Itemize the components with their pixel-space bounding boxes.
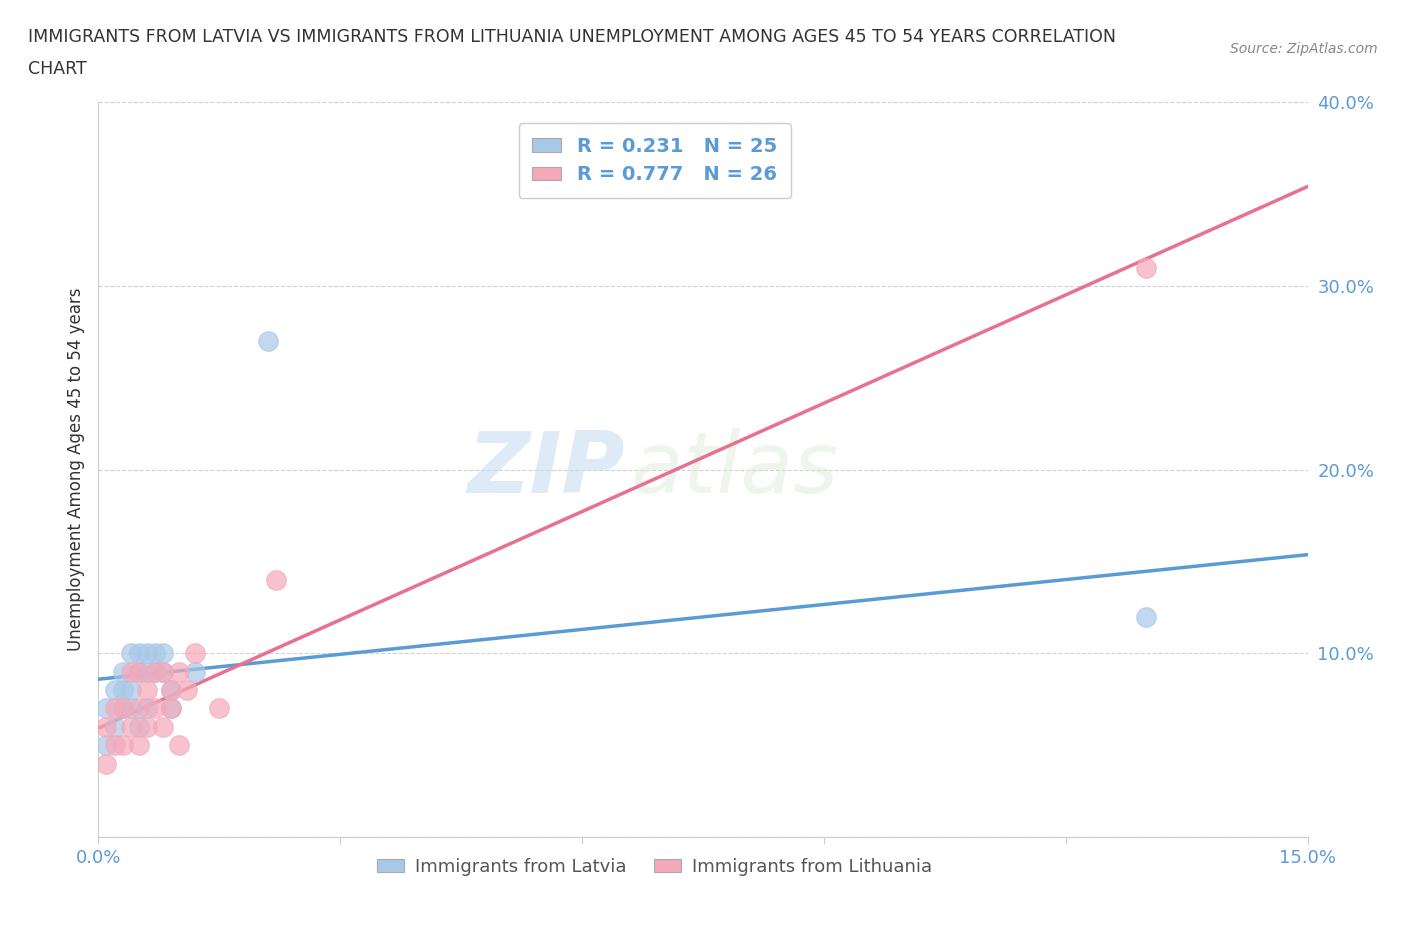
Text: atlas: atlas — [630, 428, 838, 512]
Point — [128, 664, 150, 679]
Point — [135, 645, 157, 660]
Point — [96, 720, 118, 735]
Point — [143, 701, 166, 716]
Point — [120, 645, 142, 660]
Text: ZIP: ZIP — [467, 428, 624, 512]
Point — [167, 664, 190, 679]
Point — [111, 701, 134, 716]
Point — [96, 756, 118, 771]
Point — [152, 645, 174, 660]
Point — [111, 664, 134, 679]
Point — [128, 701, 150, 716]
Point — [120, 664, 142, 679]
Point — [120, 720, 142, 735]
Text: IMMIGRANTS FROM LATVIA VS IMMIGRANTS FROM LITHUANIA UNEMPLOYMENT AMONG AGES 45 T: IMMIGRANTS FROM LATVIA VS IMMIGRANTS FRO… — [28, 28, 1116, 46]
Point — [160, 701, 183, 716]
Point — [160, 683, 183, 698]
Point — [111, 701, 134, 716]
Point — [103, 701, 125, 716]
Point — [264, 572, 287, 588]
Point — [167, 737, 190, 752]
Point — [135, 664, 157, 679]
Point — [143, 664, 166, 679]
Point — [160, 701, 183, 716]
Point — [184, 645, 207, 660]
Point — [120, 701, 142, 716]
Point — [103, 720, 125, 735]
Point — [128, 737, 150, 752]
Point — [96, 737, 118, 752]
Text: CHART: CHART — [28, 60, 87, 78]
Point — [128, 645, 150, 660]
Point — [176, 683, 198, 698]
Point — [208, 701, 231, 716]
Point — [111, 737, 134, 752]
Point — [120, 683, 142, 698]
Point — [184, 664, 207, 679]
Legend: Immigrants from Latvia, Immigrants from Lithuania: Immigrants from Latvia, Immigrants from … — [370, 851, 939, 884]
Point — [152, 664, 174, 679]
Point — [256, 334, 278, 349]
Point — [160, 683, 183, 698]
Point — [1135, 260, 1157, 275]
Text: Source: ZipAtlas.com: Source: ZipAtlas.com — [1230, 42, 1378, 56]
Point — [111, 683, 134, 698]
Point — [135, 720, 157, 735]
Point — [143, 664, 166, 679]
Point — [1135, 609, 1157, 624]
Point — [103, 737, 125, 752]
Point — [128, 664, 150, 679]
Point — [128, 720, 150, 735]
Point — [143, 645, 166, 660]
Point — [152, 720, 174, 735]
Point — [96, 701, 118, 716]
Point — [152, 664, 174, 679]
Point — [103, 683, 125, 698]
Point — [135, 701, 157, 716]
Point — [135, 683, 157, 698]
Y-axis label: Unemployment Among Ages 45 to 54 years: Unemployment Among Ages 45 to 54 years — [66, 288, 84, 651]
